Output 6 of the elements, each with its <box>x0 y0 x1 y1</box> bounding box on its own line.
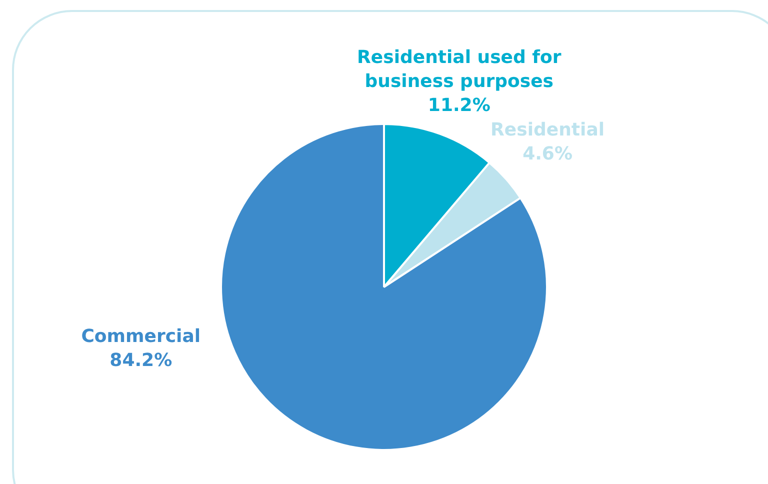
data-label: 11.2% <box>428 95 490 116</box>
data-label: 4.6% <box>522 144 572 165</box>
slice-label: Commercial <box>81 326 201 348</box>
data-label: 84.2% <box>110 350 172 372</box>
slice-label: Residential used for business purposes <box>357 47 562 92</box>
slice-label: Residential <box>490 120 604 141</box>
